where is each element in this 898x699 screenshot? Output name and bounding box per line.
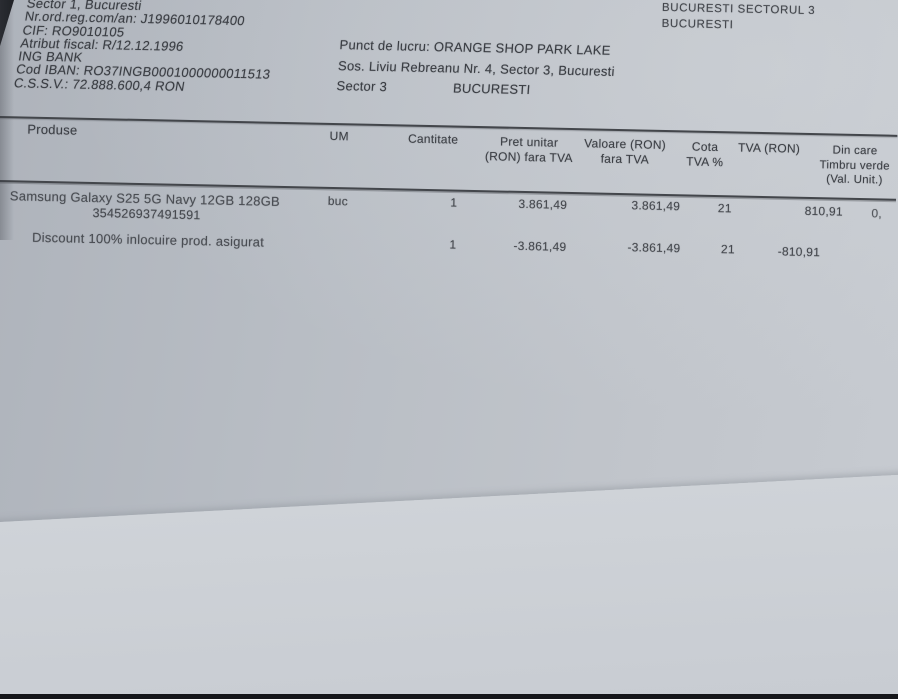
row1-product-serial: 354526937491591: [92, 205, 201, 223]
row2-pret-unitar: -3.861,49: [513, 238, 567, 254]
buyer-line-2: BUCURESTI: [661, 17, 734, 32]
row1-valoare: 3.861,49: [631, 198, 681, 214]
row1-cota-tva: 21: [717, 201, 732, 216]
header-produse: Produse: [27, 121, 78, 138]
header-cota-tva: Cota TVA %: [686, 139, 724, 170]
header-cantitate: Cantitate: [407, 131, 459, 147]
pos-city: BUCURESTI: [452, 80, 531, 98]
pos-sector: Sector 3: [336, 78, 388, 95]
header-um: UM: [329, 128, 349, 144]
seller-info: Sector 1, Bucuresti Nr.ord.reg.com/an: J…: [13, 0, 282, 95]
header-valoare: Valoare (RON) fara TVA: [584, 136, 667, 167]
header-tva: TVA (RON): [737, 140, 801, 156]
row2-product-name: Discount 100% inlocuire prod. asigurat: [31, 229, 265, 250]
row2-valoare: -3.861,49: [627, 240, 681, 256]
row2-cota-tva: 21: [720, 242, 736, 257]
buyer-info: BUCURESTI SECTORUL 3 BUCURESTI: [661, 0, 816, 35]
point-of-sale-info: Punct de lucru: ORANGE SHOP PARK LAKE So…: [336, 35, 617, 102]
photo-left-shade: [0, 0, 14, 240]
row1-pret-unitar: 3.861,49: [518, 196, 568, 212]
header-pret-unitar: Pret unitar (RON) fara TVA: [484, 134, 573, 166]
row1-um: buc: [327, 193, 349, 209]
photo-bottom-edge: [0, 694, 898, 699]
row1-timbru-verde: 0,: [871, 206, 883, 221]
header-timbru-verde: Din care Timbru verde (Val. Unit.): [819, 144, 890, 187]
row2-tva: -810,91: [777, 244, 821, 260]
row2-cantitate: 1: [449, 237, 457, 252]
row1-cantitate: 1: [450, 195, 458, 210]
